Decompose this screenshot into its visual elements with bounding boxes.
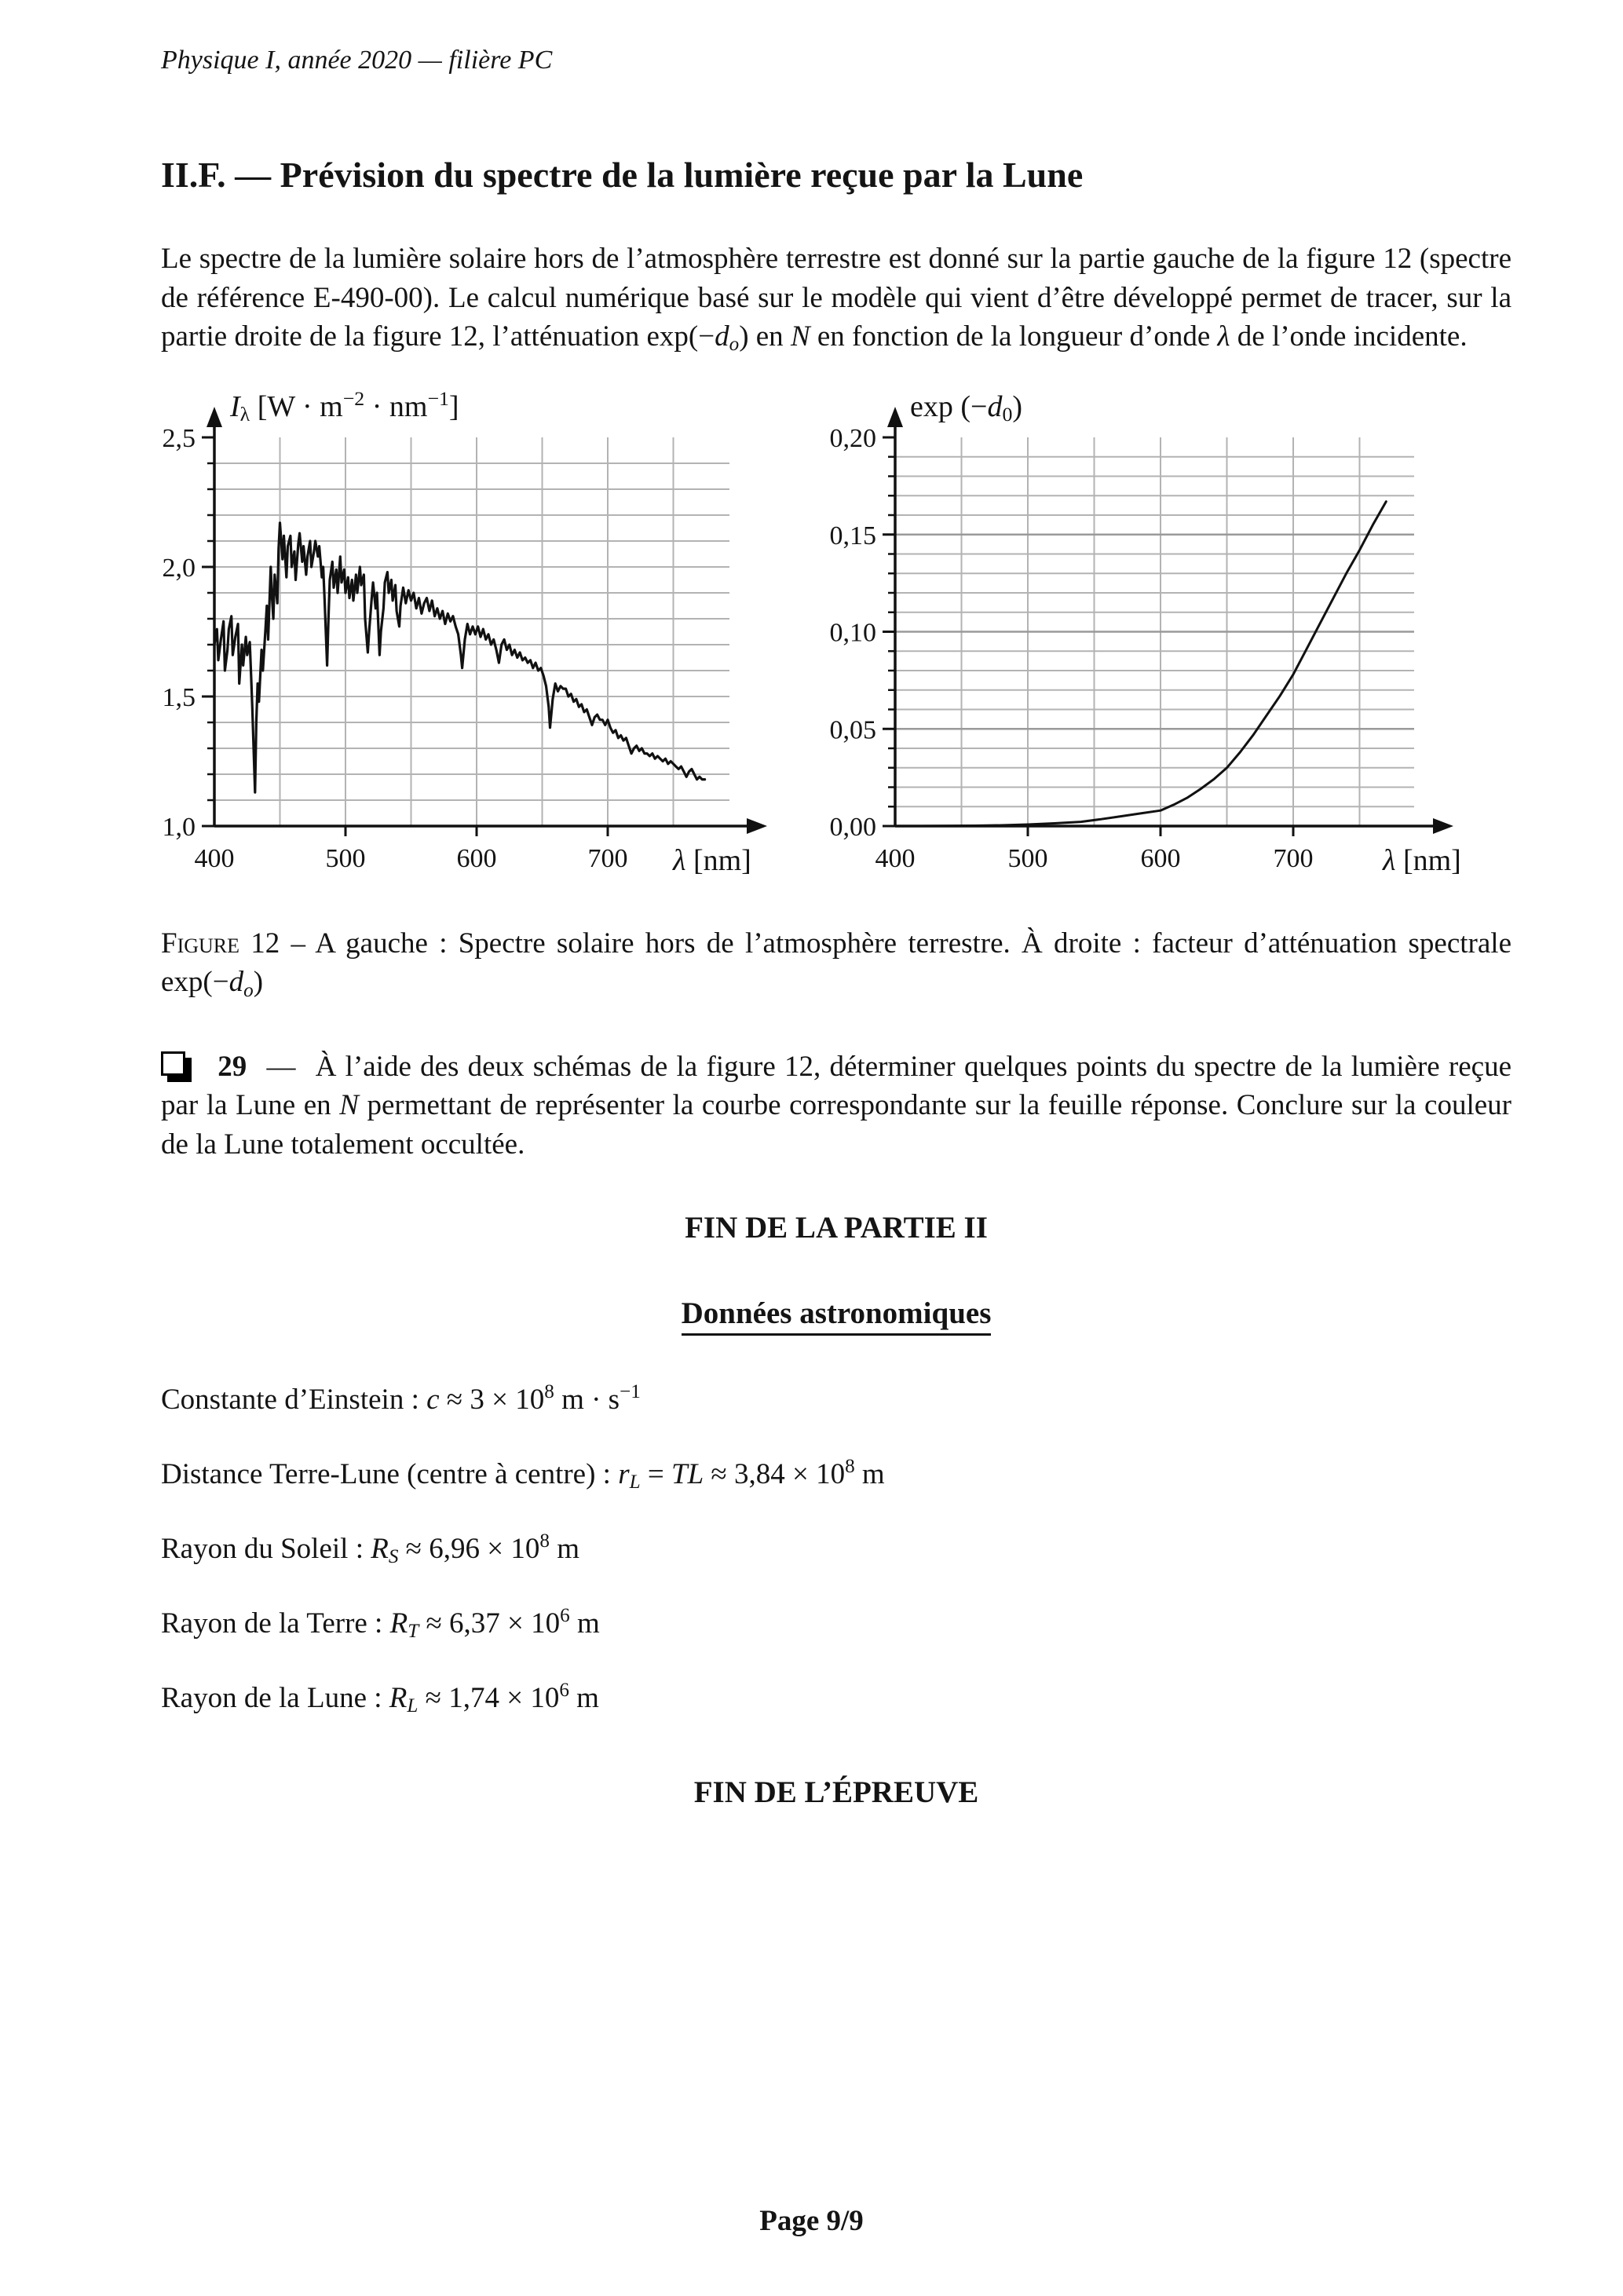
- svg-text:600: 600: [457, 844, 497, 873]
- solar-spectrum-chart: 1,0 1,5 2,0 2,5 400 500 600 700: [163, 406, 767, 873]
- svg-text:500: 500: [1008, 844, 1048, 873]
- svg-text:400: 400: [875, 844, 916, 873]
- question-text: À l’aide des deux schémas de la figure 1…: [161, 1050, 1512, 1161]
- svg-text:1,5: 1,5: [163, 683, 196, 712]
- svg-text:700: 700: [1274, 844, 1314, 873]
- question-29: 29 — À l’aide des deux schémas de la fig…: [161, 1047, 1512, 1164]
- page-content: Physique I, année 2020 — filière PC II.F…: [161, 46, 1512, 1809]
- end-of-exam-label: FIN DE L’ÉPREUVE: [693, 1775, 979, 1809]
- astronomical-data-list: Constante d’Einstein : c ≈ 3 × 108 m · s…: [161, 1380, 1512, 1717]
- svg-text:500: 500: [326, 844, 366, 873]
- data-line-moon-radius: Rayon de la Lune : RL ≈ 1,74 × 106 m: [161, 1679, 599, 1717]
- svg-text:0,20: 0,20: [830, 424, 877, 453]
- running-header: Physique I, année 2020 — filière PC: [161, 46, 553, 75]
- solar-chart-y-axis-title: Iλ [W · m−2 · nm−1]: [230, 386, 459, 426]
- solar-spectrum-chart-box: 1,0 1,5 2,0 2,5 400 500 600 700 Iλ [W · m−2 · n…: [161, 386, 789, 894]
- svg-text:0,05: 0,05: [830, 715, 877, 744]
- data-line-earth-moon-distance: Distance Terre-Lune (centre à centre) : …: [161, 1455, 885, 1493]
- data-line-earth-radius: Rayon de la Terre : RT ≈ 6,37 × 106 m: [161, 1604, 600, 1642]
- svg-text:0,15: 0,15: [830, 521, 877, 550]
- svg-text:1,0: 1,0: [163, 813, 196, 842]
- question-checkbox-icon: [161, 1051, 185, 1076]
- data-line-einstein-constant: Constante d’Einstein : c ≈ 3 × 108 m · s…: [161, 1380, 641, 1416]
- section-title: II.F. — Prévision du spectre de la lumiè…: [161, 155, 1084, 195]
- attenuation-chart-y-axis-title: exp (−d0): [910, 389, 1023, 426]
- attenuation-chart-box: 0,00 0,05 0,10 0,15 0,20 400 500 600 700 exp (−d…: [821, 388, 1512, 894]
- question-number: 29: [217, 1050, 247, 1083]
- svg-text:2,0: 2,0: [163, 554, 196, 583]
- figure-12: 1,0 1,5 2,0 2,5 400 500 600 700 Iλ [W · m−2 · n…: [161, 386, 1512, 894]
- solar-chart-x-axis-title: λ [nm]: [673, 843, 751, 877]
- attenuation-chart-x-axis-title: λ [nm]: [1383, 843, 1461, 877]
- intro-paragraph: Le spectre de la lumière solaire hors de…: [161, 243, 1512, 356]
- svg-text:2,5: 2,5: [163, 424, 196, 453]
- svg-text:400: 400: [195, 844, 235, 873]
- data-line-sun-radius: Rayon du Soleil : RS ≈ 6,96 × 108 m: [161, 1530, 579, 1567]
- page-number: Page 9/9: [759, 2205, 864, 2237]
- question-dash: —: [266, 1050, 296, 1083]
- figure-caption: Figure 12 – A gauche : Spectre solaire h…: [161, 927, 1512, 1001]
- astronomical-data-title: Données astronomiques: [161, 1296, 1512, 1336]
- svg-text:600: 600: [1141, 844, 1181, 873]
- svg-text:0,00: 0,00: [830, 813, 877, 842]
- attenuation-chart: 0,00 0,05 0,10 0,15 0,20 400 500 600 700: [830, 406, 1453, 873]
- svg-text:0,10: 0,10: [830, 618, 877, 647]
- end-of-part-2-label: FIN DE LA PARTIE II: [685, 1210, 988, 1245]
- svg-text:700: 700: [588, 844, 628, 873]
